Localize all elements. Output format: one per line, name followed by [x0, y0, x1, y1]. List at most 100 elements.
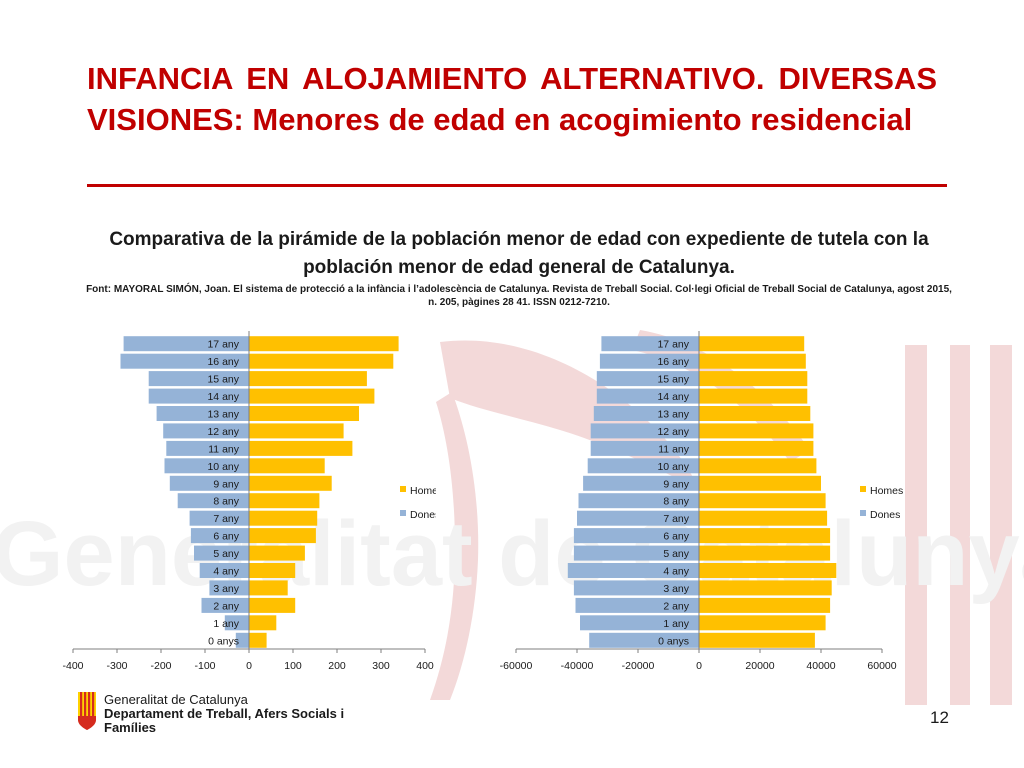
- x-tick-label: -200: [150, 660, 171, 672]
- age-label: 3 any: [213, 583, 239, 595]
- bar-homes-13: [249, 406, 359, 421]
- age-label: 17 any: [207, 339, 239, 351]
- bar-homes-15: [699, 371, 808, 387]
- age-label: 8 any: [213, 496, 239, 508]
- bar-dones-17: [601, 336, 699, 352]
- bar-dones-15: [596, 371, 699, 387]
- legend-swatch-dones: [400, 510, 406, 516]
- bar-homes-0: [699, 632, 815, 648]
- age-label: 12 any: [207, 426, 239, 438]
- age-label: 15 any: [207, 374, 239, 386]
- bar-dones-14: [148, 388, 249, 404]
- age-label: 17 any: [657, 339, 689, 351]
- bar-homes-14: [699, 388, 808, 404]
- bar-dones-11: [166, 440, 249, 456]
- bar-homes-9: [249, 475, 332, 491]
- bar-homes-1: [699, 615, 826, 631]
- x-tick-label: -300: [106, 660, 127, 672]
- bar-homes-11: [249, 440, 353, 456]
- bar-dones-4: [567, 563, 699, 578]
- age-label: 2 any: [213, 600, 239, 612]
- bar-homes-5: [699, 545, 831, 561]
- bar-dones-6: [573, 528, 699, 544]
- source-citation: Font: MAYORAL SIMÓN, Joan. El sistema de…: [86, 284, 952, 308]
- bar-homes-14: [249, 388, 375, 404]
- age-label: 13 any: [207, 409, 239, 421]
- bar-homes-13: [699, 406, 811, 421]
- generalitat-logo: [78, 692, 96, 730]
- bar-homes-16: [249, 353, 394, 369]
- x-tick-label: 300: [372, 660, 390, 672]
- bar-dones-1: [580, 615, 699, 631]
- bar-homes-7: [249, 510, 318, 526]
- age-label: 1 any: [213, 618, 239, 630]
- bar-dones-4: [199, 563, 249, 578]
- bar-dones-0: [589, 632, 699, 648]
- x-tick-label: 0: [246, 660, 252, 672]
- x-tick-label: -20000: [622, 660, 655, 672]
- age-label: 14 any: [657, 391, 689, 403]
- bar-homes-1: [249, 615, 277, 631]
- bar-homes-4: [699, 563, 837, 578]
- slide-title: INFANCIA EN ALOJAMIENTO ALTERNATIVO. DIV…: [87, 61, 937, 137]
- bar-homes-5: [249, 545, 305, 561]
- chart-subtitle: Comparativa de la pirámide de la poblaci…: [109, 229, 929, 278]
- bar-homes-7: [699, 510, 828, 526]
- bar-dones-16: [120, 353, 249, 369]
- legend-label-dones: Dones: [870, 509, 900, 521]
- bar-dones-7: [189, 510, 249, 526]
- age-label: 12 any: [657, 426, 689, 438]
- age-label: 6 any: [663, 531, 689, 543]
- bar-dones-13: [593, 406, 699, 421]
- age-label: 13 any: [657, 409, 689, 421]
- legend-label-homes: Homes: [870, 485, 903, 497]
- age-label: 6 any: [213, 531, 239, 543]
- bar-dones-14: [596, 388, 699, 404]
- age-label: 15 any: [657, 374, 689, 386]
- age-label: 0 anys: [208, 635, 239, 647]
- legend-swatch-homes: [860, 486, 866, 492]
- bar-dones-12: [590, 423, 699, 439]
- age-label: 1 any: [663, 618, 689, 630]
- age-label: 9 any: [213, 478, 239, 490]
- legend-swatch-homes: [400, 486, 406, 492]
- bar-homes-3: [699, 580, 832, 596]
- bar-dones-9: [169, 475, 249, 491]
- bar-dones-5: [194, 545, 249, 561]
- bar-homes-6: [249, 528, 316, 544]
- bar-homes-2: [699, 597, 831, 613]
- x-tick-label: -100: [194, 660, 215, 672]
- pyramid-chart-catalunya: 0 anys 1 any 2 any 3 any 4 any 5 any 6 any 7 an…: [500, 331, 903, 672]
- x-tick-label: 0: [696, 660, 702, 672]
- age-label: 2 any: [663, 600, 689, 612]
- age-label: 0 anys: [658, 635, 689, 647]
- bar-dones-16: [599, 353, 699, 369]
- bar-homes-17: [699, 336, 805, 352]
- bar-dones-1: [224, 615, 249, 631]
- legend-label-homes: Homes: [410, 485, 436, 497]
- x-tick-label: 20000: [745, 660, 774, 672]
- age-label: 10 any: [207, 461, 239, 473]
- bar-dones-5: [573, 545, 699, 561]
- bar-homes-12: [249, 423, 344, 439]
- bar-dones-12: [163, 423, 249, 439]
- age-label: 4 any: [663, 566, 689, 578]
- footer-org-name: Generalitat de Catalunya: [104, 692, 248, 707]
- bar-homes-0: [249, 632, 267, 648]
- age-label: 5 any: [663, 548, 689, 560]
- age-label: 5 any: [213, 548, 239, 560]
- bar-homes-12: [699, 423, 814, 439]
- x-tick-label: 40000: [806, 660, 835, 672]
- bar-homes-4: [249, 563, 296, 578]
- bar-dones-13: [156, 406, 249, 421]
- bar-dones-6: [190, 528, 249, 544]
- bar-dones-2: [201, 597, 249, 613]
- age-label: 11 any: [658, 443, 689, 455]
- bar-dones-7: [577, 510, 699, 526]
- bar-homes-6: [699, 528, 831, 544]
- bar-homes-8: [699, 493, 826, 509]
- age-label: 4 any: [213, 566, 239, 578]
- x-tick-label: 200: [328, 660, 346, 672]
- bar-homes-15: [249, 371, 367, 387]
- bar-homes-16: [699, 353, 806, 369]
